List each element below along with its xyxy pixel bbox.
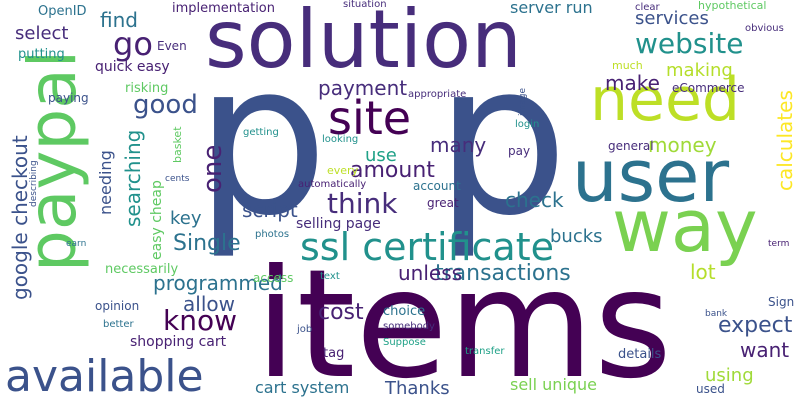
- word-one: one: [198, 144, 228, 193]
- word-details: details: [618, 347, 662, 362]
- word-implementation: implementation: [172, 1, 276, 16]
- word-looking: looking: [322, 134, 359, 145]
- word-login: login: [515, 119, 540, 130]
- word-sign: Sign: [768, 295, 795, 309]
- word-want: want: [740, 338, 790, 362]
- word-somebody: somebody: [383, 321, 435, 332]
- word-select: select: [15, 23, 69, 44]
- word-items: items: [255, 238, 673, 400]
- word-even: Even: [157, 39, 187, 53]
- word-think: think: [327, 187, 398, 220]
- word-shopping-cart: shopping cart: [130, 334, 227, 350]
- word-needing: needing: [96, 150, 115, 215]
- word-google-checkout: google checkout: [8, 135, 32, 300]
- word-p: p: [435, 17, 569, 262]
- word-money: money: [648, 133, 717, 157]
- word-choice: choice: [383, 304, 426, 319]
- word-sell-unique: sell unique: [510, 375, 598, 394]
- word-bucks: bucks: [550, 226, 603, 247]
- word-general: general: [608, 139, 654, 153]
- word-access: access: [253, 271, 294, 285]
- word-account: account: [413, 179, 461, 193]
- word-earn: earn: [66, 239, 87, 249]
- word-getting: getting: [243, 127, 279, 138]
- word-photos: photos: [255, 229, 290, 240]
- word-cents: cents: [165, 174, 190, 184]
- word-situation: situation: [343, 0, 387, 10]
- word-quick-easy: quick easy: [95, 59, 170, 75]
- word-expect: expect: [718, 313, 793, 338]
- word-lot: lot: [690, 260, 716, 284]
- word-many: many: [430, 133, 487, 157]
- word-go: go: [113, 25, 153, 63]
- word-used: used: [696, 382, 725, 396]
- word-allow: allow: [183, 292, 235, 316]
- word-every: every: [327, 164, 359, 177]
- word-user: user: [572, 134, 730, 218]
- word-thanks: Thanks: [385, 378, 450, 399]
- word-cost: cost: [318, 300, 364, 325]
- word-bank: bank: [705, 309, 728, 319]
- word-text: text: [320, 271, 340, 282]
- word-transactions: transactions: [435, 261, 571, 286]
- word-tag: tag: [323, 346, 345, 361]
- word-unless: unless: [398, 261, 463, 285]
- word-make: make: [605, 71, 660, 95]
- word-making: making: [666, 60, 733, 81]
- word-way: way: [612, 184, 758, 268]
- word-site: site: [328, 91, 412, 145]
- word-job: job: [297, 324, 313, 335]
- word-image: image: [518, 87, 528, 116]
- word-automatically: automatically: [298, 179, 367, 190]
- word-paying: paying: [48, 91, 89, 105]
- word-single: Single: [173, 231, 241, 256]
- word-cart-system: cart system: [255, 378, 350, 397]
- word-amount: amount: [350, 158, 435, 183]
- word-pay: pay: [508, 144, 531, 158]
- word-p: p: [195, 17, 329, 262]
- word-putting: putting: [18, 47, 65, 62]
- word-website: website: [635, 27, 744, 60]
- word-easy-cheap: easy cheap: [149, 180, 165, 260]
- word-term: term: [768, 239, 790, 249]
- word-ssl-certificate: ssl certificate: [300, 225, 554, 269]
- word-solution: solution: [205, 0, 522, 86]
- word-payment: payment: [318, 76, 408, 100]
- word-available: available: [5, 351, 204, 400]
- word-ecommerce: eCommerce: [672, 81, 745, 95]
- word-describing: describing: [29, 160, 39, 207]
- word-much: much: [612, 59, 643, 72]
- word-searching: searching: [121, 129, 145, 227]
- word-better: better: [103, 319, 134, 330]
- word-using: using: [705, 365, 754, 386]
- word-key: key: [170, 208, 202, 229]
- word-obvious: obvious: [745, 23, 784, 34]
- word-basket: basket: [171, 126, 184, 163]
- word-openid: OpenID: [38, 4, 87, 19]
- word-risking: risking: [125, 81, 169, 96]
- word-transfer: transfer: [465, 346, 505, 357]
- word-hypothetical: hypothetical: [698, 0, 767, 12]
- word-need: need: [590, 65, 740, 135]
- word-selling-page: selling page: [296, 216, 381, 232]
- word-programmed: programmed: [153, 271, 283, 295]
- word-appropriate: appropriate: [408, 89, 467, 100]
- word-find: find: [100, 8, 138, 32]
- word-calculates: calculates: [773, 90, 797, 191]
- word-script: script: [242, 198, 298, 222]
- word-necessarily: necessarily: [105, 262, 179, 277]
- word-server-run: server run: [510, 0, 593, 17]
- word-good: good: [133, 90, 198, 120]
- word-clear: clear: [635, 2, 660, 13]
- word-check: check: [505, 188, 564, 212]
- word-services: services: [635, 8, 709, 29]
- word-opinion: opinion: [95, 299, 140, 313]
- word-know: know: [163, 304, 237, 337]
- word-use: use: [365, 145, 397, 166]
- word-suppose: Suppose: [383, 337, 426, 348]
- word-great: great: [427, 196, 459, 210]
